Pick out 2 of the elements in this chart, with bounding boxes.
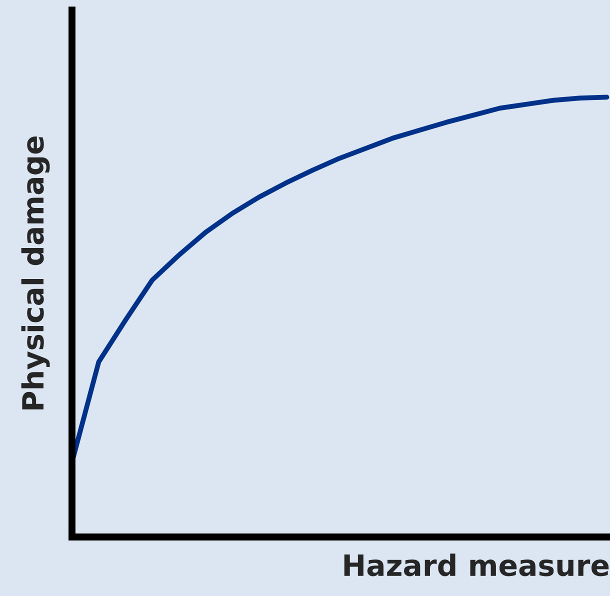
x-axis-title: Hazard measure — [344, 554, 609, 576]
y-axis-title: Physical damage — [21, 136, 50, 410]
